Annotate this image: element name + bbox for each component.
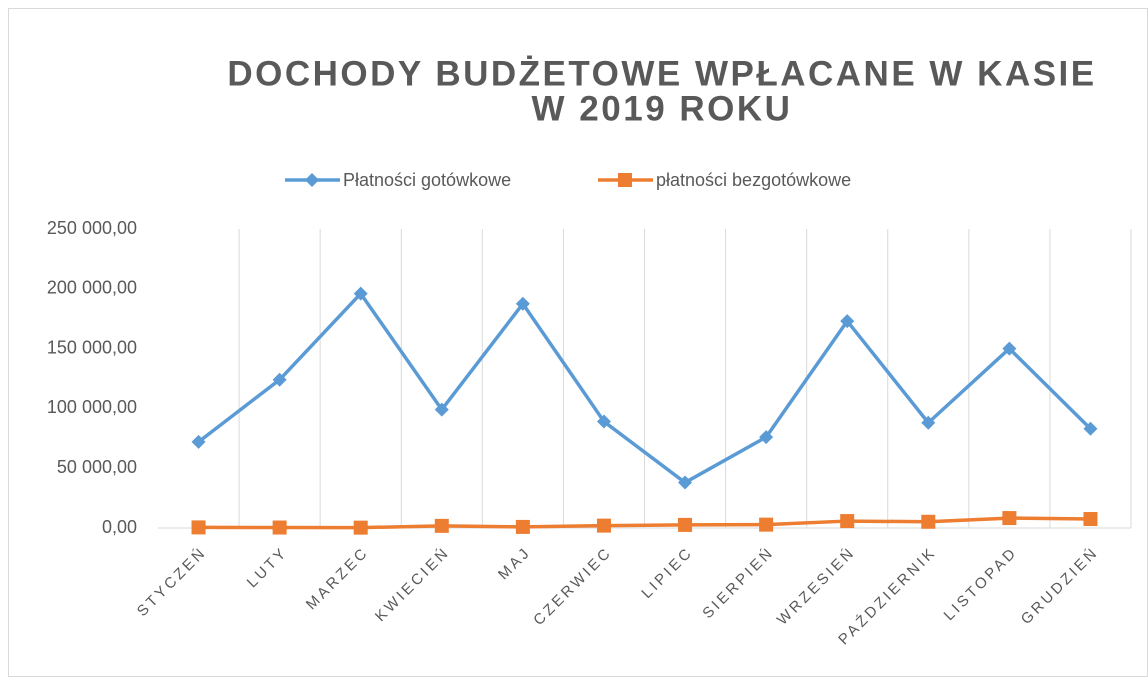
data-marker — [921, 514, 936, 529]
legend-label: Płatności gotówkowe — [343, 170, 511, 190]
data-marker — [678, 475, 693, 490]
y-tick-label: 200 000,00 — [47, 278, 137, 298]
data-marker — [515, 519, 530, 534]
data-marker — [840, 314, 855, 329]
data-marker — [191, 434, 206, 449]
data-marker — [272, 372, 287, 387]
data-marker — [1083, 421, 1098, 436]
data-marker — [434, 402, 449, 417]
data-marker — [596, 518, 611, 533]
data-marker — [1002, 341, 1017, 356]
data-marker — [434, 518, 449, 533]
data-marker — [272, 520, 287, 535]
data-marker — [353, 286, 368, 301]
y-tick-label: 150 000,00 — [47, 337, 137, 357]
data-marker — [1002, 511, 1017, 526]
series-line — [198, 516, 1091, 530]
data-marker — [759, 517, 774, 532]
data-marker — [353, 520, 368, 535]
data-marker — [678, 517, 693, 532]
legend-marker — [305, 173, 319, 187]
data-marker — [1083, 512, 1098, 527]
y-tick-label: 100 000,00 — [47, 397, 137, 417]
data-marker — [840, 514, 855, 529]
data-marker — [596, 414, 611, 429]
legend-label: płatności bezgotówkowe — [656, 170, 851, 190]
data-marker — [191, 520, 206, 535]
data-marker — [759, 430, 774, 445]
series-line — [197, 291, 1092, 485]
chart-frame — [8, 8, 1148, 677]
chart-title: W 2019 ROKU — [532, 89, 793, 128]
y-tick-label: 250 000,00 — [47, 218, 137, 238]
data-marker — [515, 296, 530, 311]
legend-marker — [618, 173, 632, 187]
chart-title: DOCHODY BUDŻETOWE WPŁACANE W KASIE — [227, 54, 1096, 93]
data-marker — [921, 415, 936, 430]
y-tick-label: 0,00 — [102, 517, 137, 537]
y-tick-label: 50 000,00 — [57, 457, 137, 477]
